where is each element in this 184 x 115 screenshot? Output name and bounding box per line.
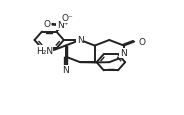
Text: H₂N: H₂N	[36, 46, 53, 55]
Text: N: N	[120, 49, 127, 58]
Text: O⁻: O⁻	[61, 14, 73, 23]
Text: N: N	[77, 36, 84, 45]
Text: O: O	[138, 37, 145, 46]
Text: N: N	[62, 66, 69, 75]
Text: N⁺: N⁺	[57, 21, 68, 30]
Text: O: O	[43, 20, 51, 29]
